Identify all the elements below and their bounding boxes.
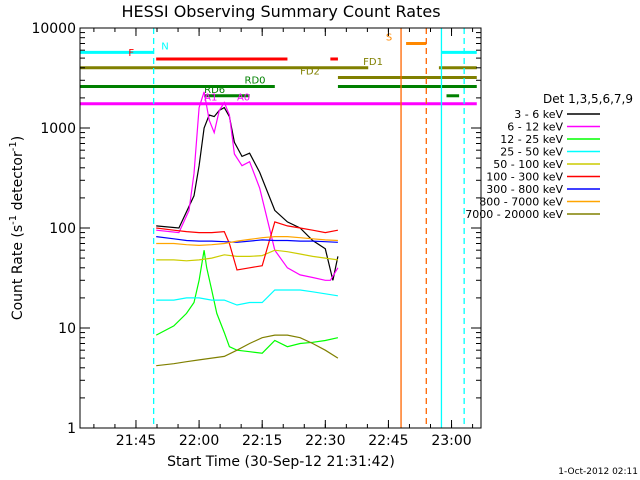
y-axis-label-main: Count Rate (s (10, 225, 26, 320)
y-tick-label-3: 1000 (40, 121, 76, 137)
series-line-8 (156, 334, 339, 367)
series-line-6 (156, 236, 338, 243)
series-line-1 (156, 91, 339, 281)
x-tick-label-5: 23:00 (431, 433, 471, 449)
y-axis-label-mid: detector (10, 151, 26, 215)
x-tick-label-1: 22:00 (179, 433, 219, 449)
y-axis-label-end: ) (10, 136, 26, 141)
flag-label-a0: A0 (237, 93, 250, 104)
legend-label-7: 800 - 7000 keV (479, 196, 563, 209)
flag-label-s: S (386, 32, 392, 43)
y-tick-label-0: 1 (67, 421, 76, 437)
y-axis-label: Count Rate (s-1 detector-1) (8, 136, 26, 320)
flag-label-fd2: FD2 (300, 66, 320, 77)
flag-label-n: N (161, 41, 168, 52)
y-tick-label-2: 100 (49, 221, 76, 237)
y-axis-ticks: 1 10 100 1000 10000 (31, 21, 481, 437)
x-tick-label-3: 22:30 (305, 433, 345, 449)
chart-title: HESSI Observing Summary Count Rates (121, 2, 440, 21)
series-line-7 (156, 236, 338, 247)
legend-label-2: 12 - 25 keV (500, 133, 563, 146)
legend-label-8: 7000 - 20000 keV (465, 208, 563, 221)
series-line-2 (155, 250, 339, 354)
series-line-5 (156, 221, 339, 271)
x-axis-label: Start Time (30-Sep-12 21:31:42) (167, 454, 395, 470)
x-tick-label-2: 22:15 (242, 433, 282, 449)
flag-label-a1: A1 (204, 93, 217, 104)
legend-label-1: 6 - 12 keV (507, 121, 563, 134)
series-line-3 (156, 289, 338, 306)
vertical-markers (152, 28, 465, 428)
legend-label-0: 3 - 6 keV (514, 108, 563, 121)
y-axis-label-sup2: -1 (8, 141, 19, 151)
x-tick-label-0: 21:45 (116, 433, 156, 449)
legend-label-4: 50 - 100 keV (493, 158, 563, 171)
flag-label-rd0: RD0 (245, 76, 266, 87)
x-axis-ticks: 21:45 22:00 22:15 22:30 22:45 23:00 (93, 28, 474, 449)
y-tick-label-4: 10000 (31, 21, 76, 37)
y-axis-label-sup1: -1 (8, 215, 19, 225)
legend-label-3: 25 - 50 keV (500, 146, 563, 159)
series-line-4 (156, 249, 338, 262)
y-tick-label-1: 10 (58, 321, 76, 337)
legend-title: Det 1,3,5,6,7,9 (543, 92, 633, 106)
x-tick-label-4: 22:45 (368, 433, 408, 449)
data-series (155, 91, 339, 367)
legend-label-6: 300 - 800 keV (486, 183, 563, 196)
legend-label-5: 100 - 300 keV (486, 171, 563, 184)
flag-label-f: F (128, 48, 134, 59)
flag-label-rd6: RD6 (204, 85, 225, 96)
timestamp: 1-Oct-2012 02:11 (558, 467, 638, 477)
series-line-0 (156, 106, 339, 281)
flag-label-fd1: FD1 (363, 57, 383, 68)
